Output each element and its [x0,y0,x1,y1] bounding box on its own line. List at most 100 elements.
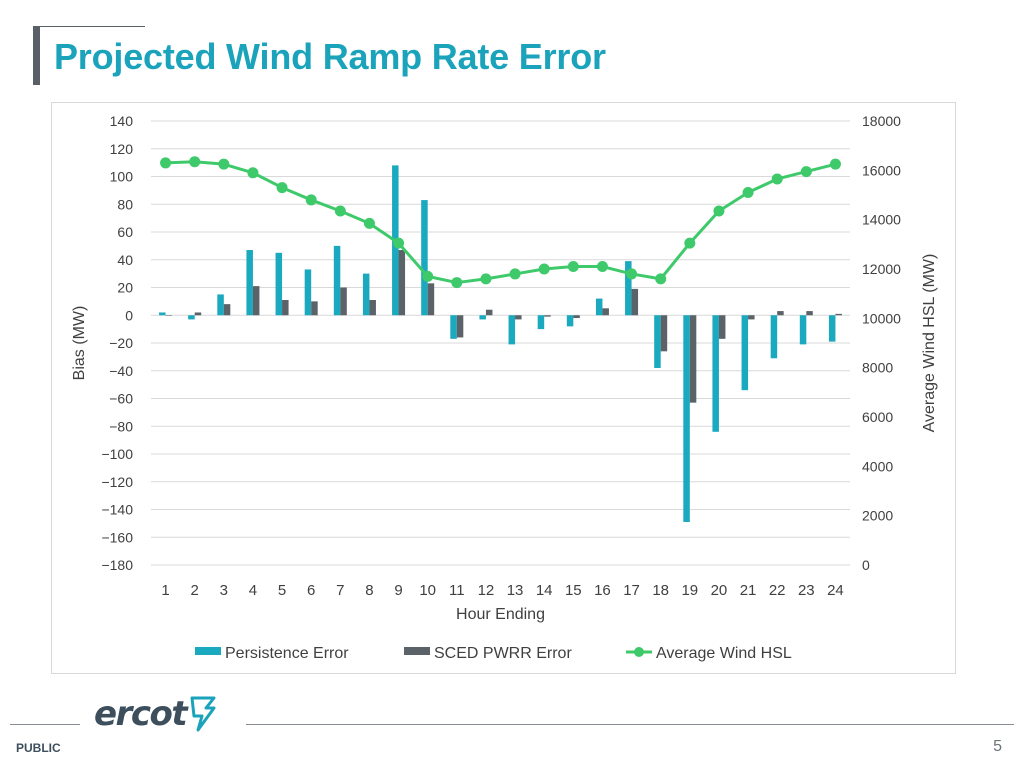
average-wind-hsl-point [480,273,492,285]
y-tick-label: 60 [117,224,133,240]
sced-pwrr-error-bar [398,250,406,316]
y2-tick-label: 4000 [862,458,893,474]
sced-pwrr-error-bar [252,286,260,316]
sced-pwrr-error-bar [282,299,289,316]
y-tick-label: 40 [117,252,133,268]
average-wind-hsl-point [305,194,317,206]
average-wind-hsl-point [567,261,579,273]
persistence-error-bar [683,315,690,522]
footer-rule-right [246,724,1014,725]
sced-pwrr-error-bar [718,315,726,339]
legend-sced-pwrr-error-label: SCED PWRR Error [434,645,572,662]
y-tick-label: −40 [109,363,133,379]
sced-pwrr-error-bar [311,301,318,316]
y2-tick-label: 10000 [862,310,901,326]
persistence-error-bar [159,312,166,316]
sced-pwrr-error-bar [806,311,813,316]
y-tick-label: −160 [101,529,133,545]
footer-rule-left [10,724,80,725]
y2-tick-label: 2000 [862,508,893,524]
sced-pwrr-error-bar [340,287,347,316]
y-tick-label: 140 [110,113,134,129]
average-wind-hsl-point [451,277,463,289]
sced-pwrr-error-bar [544,315,551,317]
x-tick-label: 17 [623,582,640,599]
persistence-error-bar [217,294,224,316]
persistence-error-bar [654,315,661,368]
average-wind-hsl-point [189,156,201,168]
average-wind-hsl-point [742,187,754,199]
average-wind-hsl-point [363,217,375,229]
persistence-error-bar [333,245,341,316]
x-tick-label: 13 [507,582,524,599]
average-wind-hsl-point [218,158,230,170]
average-wind-hsl-point [655,273,667,285]
y2-tick-label: 6000 [862,409,893,425]
x-tick-label: 5 [278,582,286,599]
average-wind-hsl-point [771,173,783,185]
sced-pwrr-error-bar [777,311,784,316]
y2-tick-label: 12000 [862,261,901,277]
average-wind-hsl-point [334,205,346,217]
persistence-error-bar [770,315,778,359]
average-wind-hsl-point [276,182,288,194]
persistence-error-bar [828,315,836,342]
wind-ramp-chart: 140120100806040200−20−40−60−80−100−120−1… [71,113,938,662]
page-number: 5 [993,738,1002,755]
y-axis-title: Bias (MW) [71,306,88,381]
sced-pwrr-error-bar [515,315,522,320]
y-tick-label: −140 [101,502,133,518]
legend-persistence-error-label: Persistence Error [225,645,349,662]
y-tick-label: −60 [109,391,133,407]
persistence-error-bar [450,315,457,339]
y2-tick-label: 14000 [862,212,901,228]
y-tick-label: 80 [117,196,133,212]
persistence-error-bar [625,261,632,316]
ercot-logo: ercot [94,694,218,734]
x-tick-label: 6 [307,582,315,599]
persistence-error-bar [479,315,486,320]
x-tick-label: 1 [161,582,169,599]
x-tick-label: 18 [652,582,669,599]
sced-pwrr-error-bar [427,283,435,316]
average-wind-hsl-line [165,160,836,285]
footer-public-label: PUBLIC [16,741,61,755]
x-tick-label: 23 [798,582,815,599]
average-wind-hsl-point [538,263,550,275]
slide-title: Projected Wind Ramp Rate Error [54,36,606,77]
y-tick-label: 100 [110,169,134,185]
chart-frame: 140 120 100 80 60 40 20 0 −20 −40 −60 −80 −100 −120 −1… [51,102,956,674]
x-tick-label: 22 [769,582,786,599]
average-wind-hsl-point [596,261,608,273]
persistence-error-bar [508,315,516,345]
y2-tick-label: 8000 [862,360,893,376]
sced-pwrr-error-bar [165,315,173,316]
legend-average-wind-hsl-label: Average Wind HSL [656,645,792,662]
x-tick-label: 16 [594,582,611,599]
sced-pwrr-error-bar [456,315,464,338]
y2-tick-label: 18000 [862,113,901,129]
persistence-error-bar [304,269,312,316]
title-accent-bar [33,27,40,85]
average-wind-hsl-point [800,166,812,178]
title-rule [33,26,145,27]
logo-text: ercot [94,694,188,734]
average-wind-hsl-point [160,157,172,169]
sced-pwrr-error-bar [369,299,376,316]
y-tick-label: −20 [109,335,133,351]
y2-tick-label: 0 [862,557,870,573]
sced-pwrr-error-bar [748,315,755,320]
average-wind-hsl-point [626,268,638,280]
y-tick-label: −100 [101,446,133,462]
x-tick-label: 19 [681,582,698,599]
sced-pwrr-error-bar [485,309,493,316]
x-tick-label: 24 [827,582,844,599]
persistence-error-bar [362,273,370,316]
persistence-error-bar [188,315,195,320]
x-tick-label: 11 [449,582,465,599]
persistence-error-bar [246,250,253,316]
legend-persistence-error-swatch [195,647,221,655]
sced-pwrr-error-bar [689,315,697,403]
x-tick-label: 14 [536,582,553,599]
average-wind-hsl-point [509,268,521,280]
